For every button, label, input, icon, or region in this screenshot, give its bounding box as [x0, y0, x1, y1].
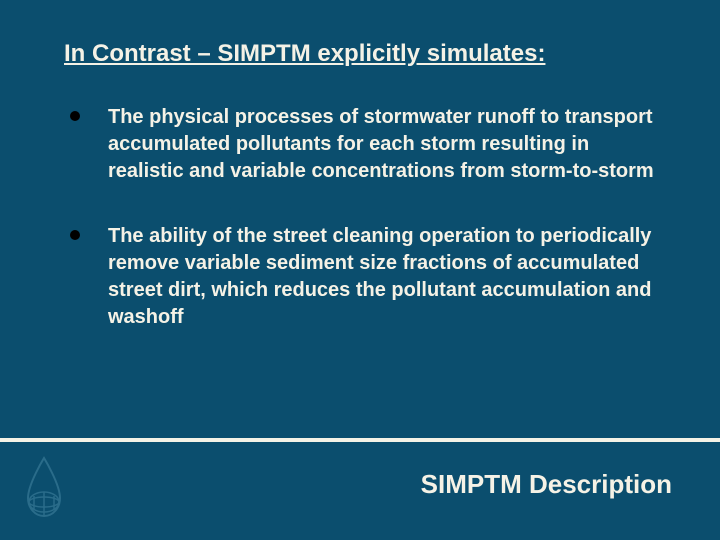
footer-title: SIMPTM Description [421, 469, 672, 500]
bullet-item: The physical processes of stormwater run… [64, 104, 656, 185]
drop-logo-icon [20, 456, 68, 518]
bullet-list: The physical processes of stormwater run… [64, 104, 656, 331]
bullet-item: The ability of the street cleaning opera… [64, 223, 656, 331]
slide: In Contrast – SIMPTM explicitly simulate… [0, 0, 720, 540]
slide-title: In Contrast – SIMPTM explicitly simulate… [64, 40, 656, 68]
footer-divider [0, 438, 720, 442]
